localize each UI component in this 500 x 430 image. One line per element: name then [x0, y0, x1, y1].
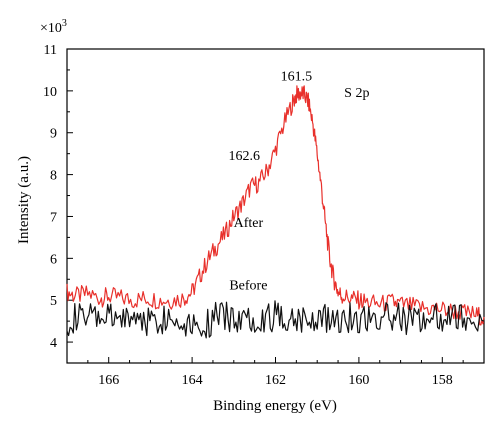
y-multiplier-exponent: 3 [62, 18, 67, 29]
series-line-before [66, 300, 485, 339]
annotation-label: After [234, 216, 264, 231]
y-tick-label: 4 [50, 336, 57, 351]
x-axis-ticks: 166 164 162 160 158 [66, 357, 485, 388]
annotation-label: Before [229, 279, 267, 294]
y-tick-label: 7 [50, 210, 57, 225]
x-tick-label: 160 [348, 373, 369, 388]
y-tick-label: 6 [50, 252, 57, 267]
y-tick-label: 5 [50, 294, 57, 309]
annotation-label: S 2p [344, 86, 369, 101]
plot-area-border [66, 48, 485, 364]
x-tick-label: 164 [182, 373, 203, 388]
y-multiplier-label: ×103 [40, 18, 67, 36]
x-axis-title: Binding energy (eV) [213, 398, 337, 414]
y-tick-label: 9 [50, 127, 57, 142]
x-tick-label: 158 [432, 373, 453, 388]
x-tick-label: 166 [98, 373, 119, 388]
annotation-label: 161.5 [281, 69, 313, 84]
y-axis-ticks: 4 5 6 7 8 9 10 11 [43, 43, 73, 364]
x-tick-label: 162 [265, 373, 286, 388]
y-tick-label: 8 [50, 169, 57, 184]
y-axis-title: Intensity (a.u.) [16, 156, 32, 244]
y-tick-label: 11 [44, 43, 57, 58]
series-line-after [66, 85, 485, 326]
y-multiplier-base: ×10 [40, 21, 62, 36]
series-layer [66, 85, 485, 339]
annotation-label: 162.6 [228, 149, 260, 164]
y-tick-label: 10 [43, 85, 57, 100]
plot-frame [66, 48, 485, 364]
annotation-layer: 161.5 162.6 S 2p After Before [228, 69, 369, 293]
